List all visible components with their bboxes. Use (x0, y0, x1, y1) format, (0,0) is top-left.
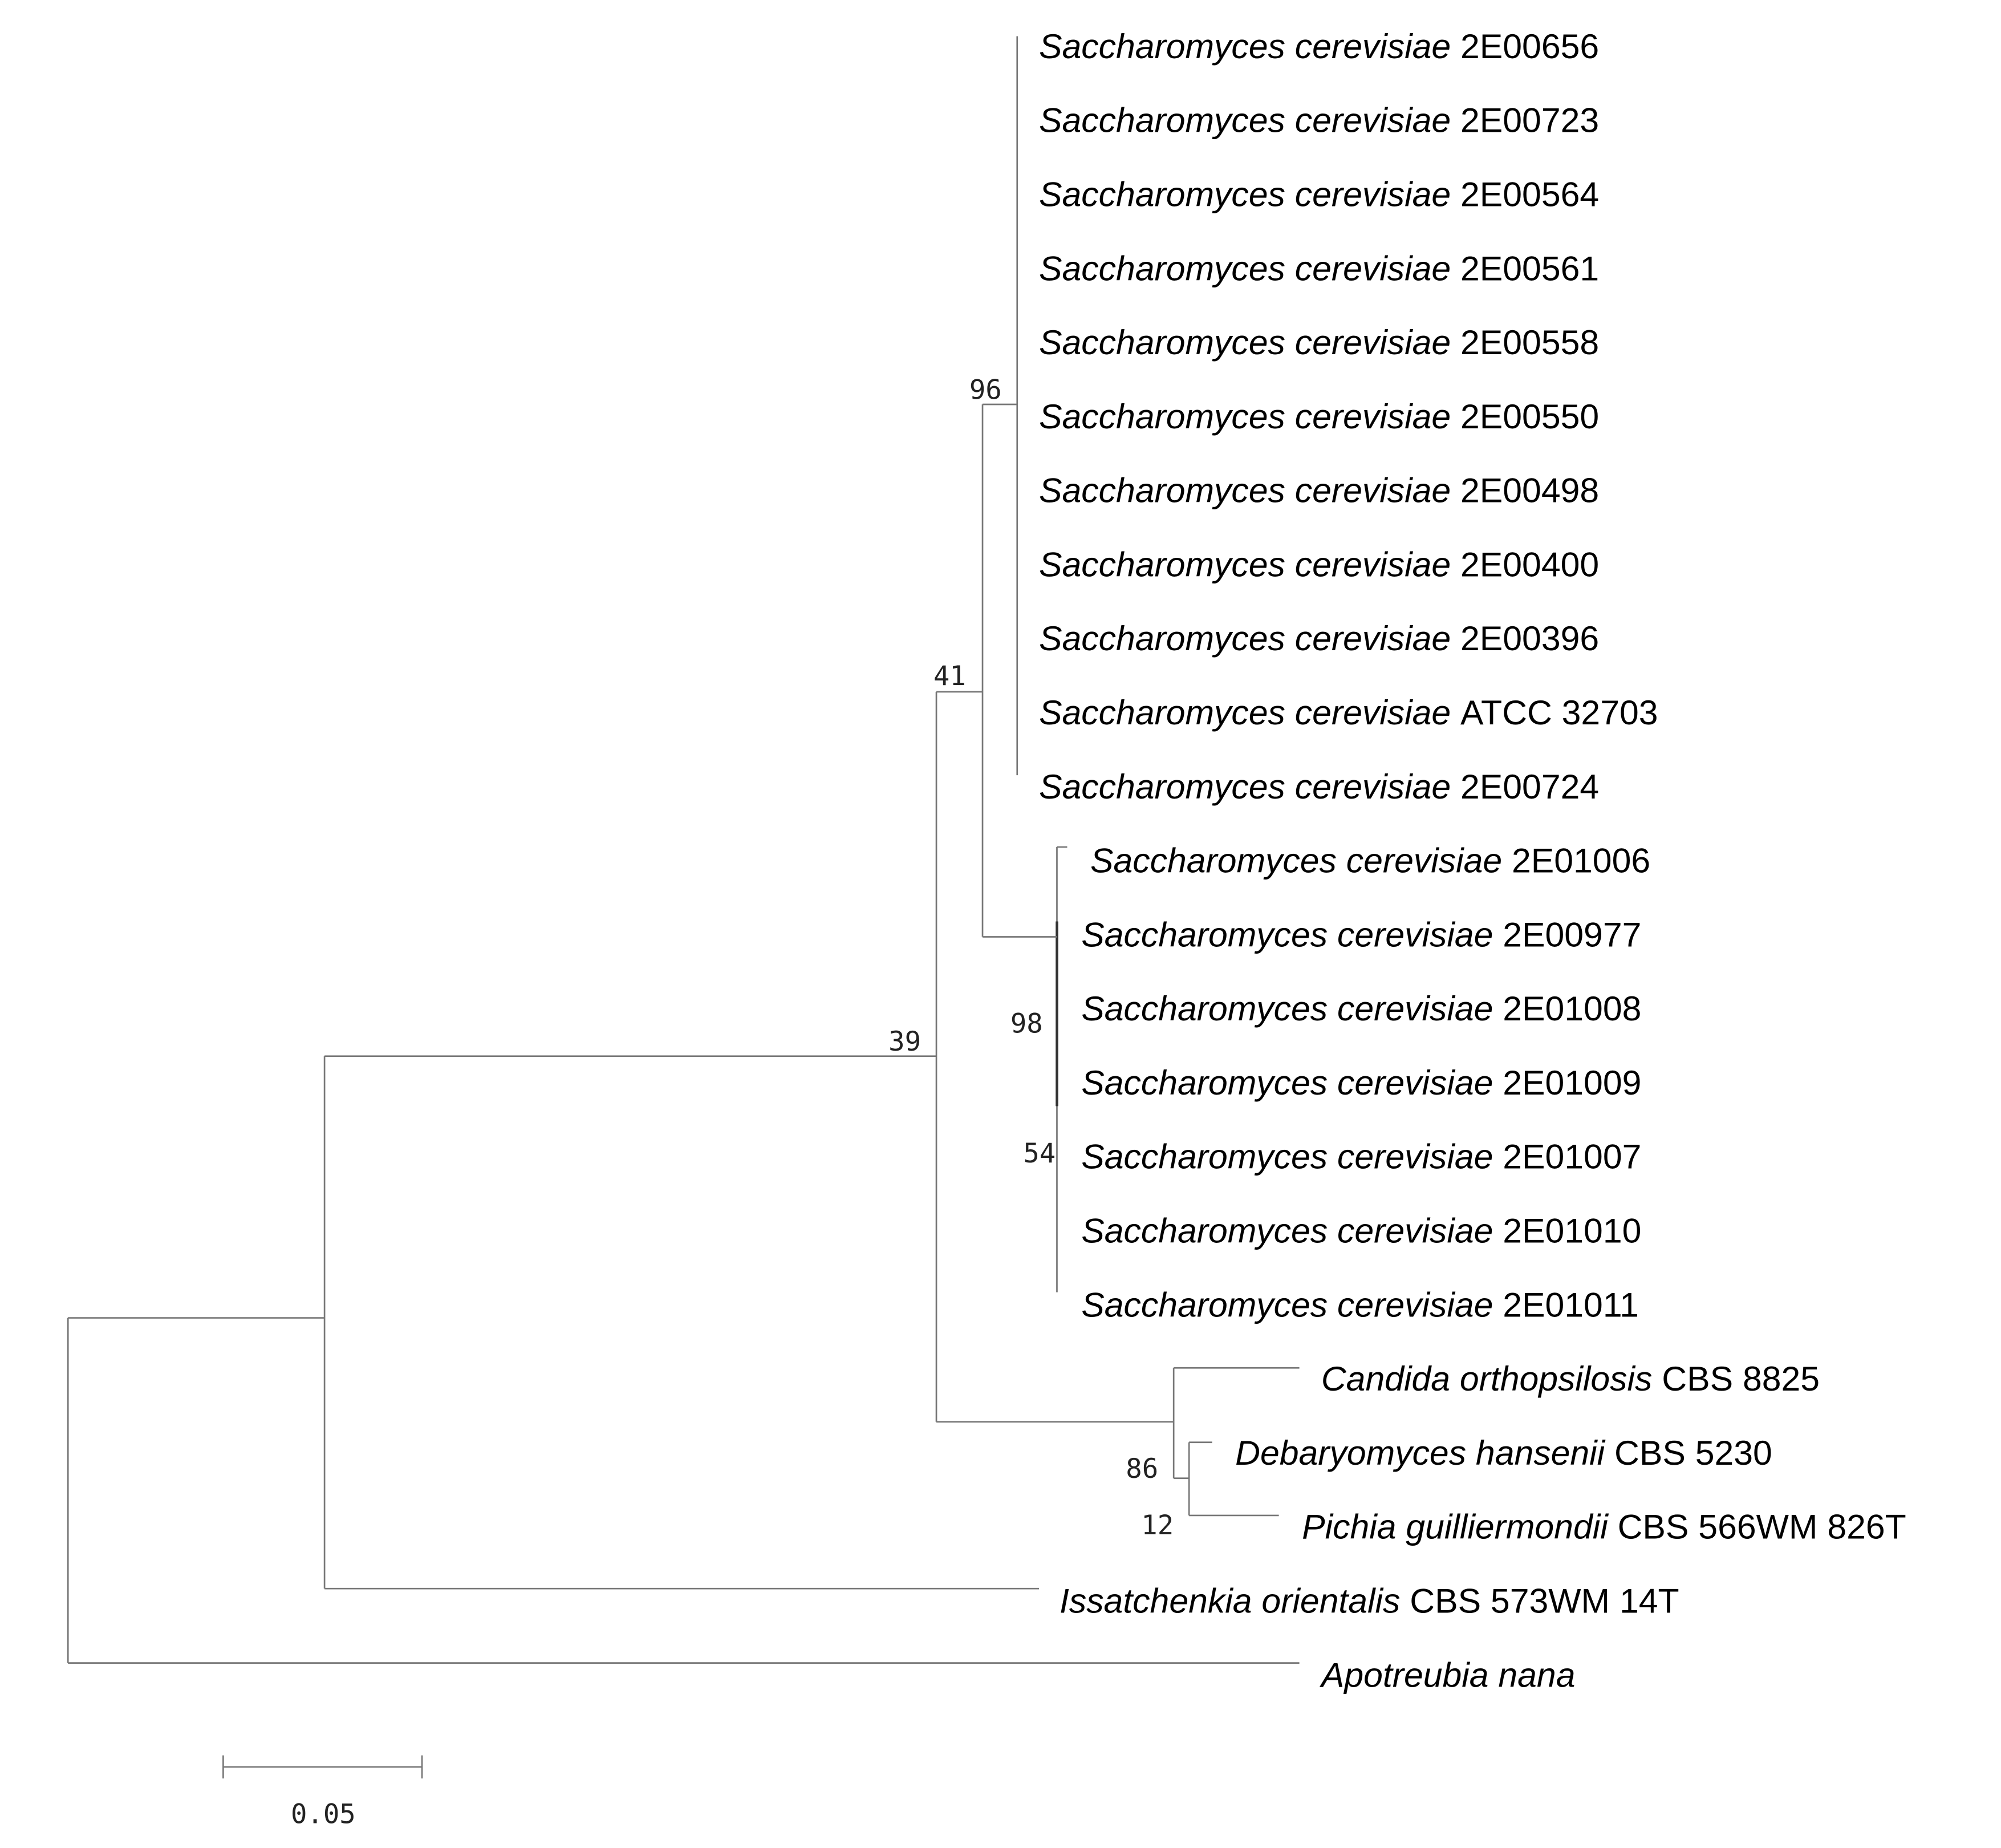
species: Pichia guilliermondii (1302, 1507, 1609, 1546)
species: Saccharomyces cerevisiae (1090, 841, 1502, 880)
scale-bar: 0.05 (222, 1755, 423, 1830)
leaf-label: Saccharomyces cerevisiae 2E01009 (1081, 1063, 1641, 1102)
bootstrap-value: 86 (1126, 1453, 1158, 1485)
strain: 2E00561 (1460, 249, 1599, 287)
leaf-label: Issatchenkia orientalis CBS 573WM 14T (1060, 1582, 1679, 1620)
species: Saccharomyces cerevisiae (1039, 27, 1451, 66)
strain: 2E00723 (1460, 101, 1599, 140)
strain: CBS 5230 (1614, 1433, 1772, 1472)
species: Saccharomyces cerevisiae (1039, 619, 1451, 658)
species: Saccharomyces cerevisiae (1039, 101, 1451, 140)
bootstrap-value: 41 (933, 660, 966, 692)
leaf-label: Saccharomyces cerevisiae 2E01006 (1090, 841, 1650, 880)
strain: 2E00550 (1460, 397, 1599, 436)
leaf-label: Saccharomyces cerevisiae ATCC 32703 (1039, 693, 1658, 732)
leaf-label: Saccharomyces cerevisiae 2E01007 (1081, 1137, 1641, 1176)
bootstrap-value: 96 (969, 375, 1002, 406)
leaf-label: Saccharomyces cerevisiae 2E00723 (1039, 101, 1599, 140)
species: Saccharomyces cerevisiae (1081, 1063, 1493, 1102)
species: Saccharomyces cerevisiae (1081, 1137, 1493, 1176)
strain: 2E01011 (1503, 1285, 1639, 1324)
species: Issatchenkia orientalis (1060, 1582, 1400, 1620)
leaf-label: Saccharomyces cerevisiae 2E00396 (1039, 619, 1599, 658)
scale-label: 0.05 (291, 1798, 356, 1830)
strain: 2E00724 (1460, 767, 1599, 806)
leaf-label: Pichia guilliermondii CBS 566WM 826T (1302, 1507, 1906, 1546)
strain: 2E00656 (1460, 27, 1599, 66)
strain: 2E00977 (1503, 915, 1641, 954)
strain: CBS 566WM 826T (1618, 1507, 1906, 1546)
bootstrap-value: 12 (1141, 1510, 1174, 1541)
species: Candida orthopsilosis (1321, 1359, 1653, 1398)
strain: 2E01008 (1503, 989, 1641, 1028)
leaf-label: Saccharomyces cerevisiae 2E00724 (1039, 767, 1599, 806)
leaf-label: Saccharomyces cerevisiae 2E00498 (1039, 471, 1599, 510)
strain: 2E00396 (1460, 619, 1599, 658)
leaf-label: Saccharomyces cerevisiae 2E00564 (1039, 175, 1599, 214)
species: Saccharomyces cerevisiae (1039, 323, 1451, 362)
strain: CBS 8825 (1662, 1359, 1820, 1398)
species: Saccharomyces cerevisiae (1039, 397, 1451, 436)
strain: ATCC 32703 (1460, 693, 1658, 732)
leaf-label: Saccharomyces cerevisiae 2E00656 (1039, 27, 1599, 66)
strain: CBS 573WM 14T (1410, 1582, 1679, 1620)
strain: 2E01007 (1503, 1137, 1641, 1176)
bootstrap-value: 54 (1023, 1138, 1056, 1169)
leaf-label: Saccharomyces cerevisiae 2E00400 (1039, 545, 1599, 584)
bootstrap-value: 98 (1010, 1008, 1043, 1040)
species: Saccharomyces cerevisiae (1039, 767, 1451, 806)
species: Saccharomyces cerevisiae (1039, 249, 1451, 287)
species: Saccharomyces cerevisiae (1039, 545, 1451, 584)
species: Saccharomyces cerevisiae (1081, 915, 1493, 954)
leaf-label: Saccharomyces cerevisiae 2E01010 (1081, 1211, 1641, 1250)
species: Saccharomyces cerevisiae (1081, 989, 1493, 1028)
branches (67, 36, 1300, 1664)
leaf-label: Debaryomyces hansenii CBS 5230 (1235, 1433, 1772, 1472)
species: Debaryomyces hansenii (1235, 1433, 1605, 1472)
leaf-label: Saccharomyces cerevisiae 2E00550 (1039, 397, 1599, 436)
strain: 2E01010 (1503, 1211, 1641, 1250)
strain: 2E00400 (1460, 545, 1599, 584)
leaf-label: Saccharomyces cerevisiae 2E01008 (1081, 989, 1641, 1028)
leaf-label: Saccharomyces cerevisiae 2E00977 (1081, 915, 1641, 954)
species: Saccharomyces cerevisiae (1039, 693, 1451, 732)
leaf-label: Saccharomyces cerevisiae 2E01011 (1081, 1285, 1639, 1324)
leaf-label: Saccharomyces cerevisiae 2E00561 (1039, 249, 1599, 287)
leaf-label: Apotreubia nana (1320, 1655, 1576, 1694)
species: Apotreubia nana (1320, 1655, 1576, 1694)
strain: 2E01009 (1503, 1063, 1641, 1102)
bootstrap-value: 39 (888, 1026, 921, 1057)
leaf-label: Saccharomyces cerevisiae 2E00558 (1039, 323, 1599, 362)
species: Saccharomyces cerevisiae (1039, 175, 1451, 214)
strain: 2E00498 (1460, 471, 1599, 510)
species: Saccharomyces cerevisiae (1081, 1211, 1493, 1250)
species: Saccharomyces cerevisiae (1039, 471, 1451, 510)
species: Saccharomyces cerevisiae (1081, 1285, 1493, 1324)
strain: 2E01006 (1512, 841, 1650, 880)
strain: 2E00564 (1460, 175, 1599, 214)
strain: 2E00558 (1460, 323, 1599, 362)
leaf-label: Candida orthopsilosis CBS 8825 (1321, 1359, 1820, 1398)
